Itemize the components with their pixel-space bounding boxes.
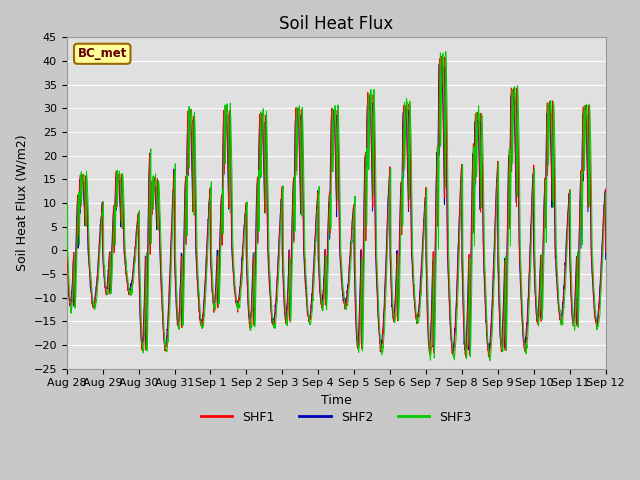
Line: SHF2: SHF2 <box>67 64 605 351</box>
SHF1 <box>63 244 70 250</box>
SHF1 <box>484 354 492 360</box>
SHF3 <box>213 283 221 288</box>
SHF3 <box>63 205 70 211</box>
Line: SHF3: SHF3 <box>67 51 605 360</box>
Y-axis label: Soil Heat Flux (W/m2): Soil Heat Flux (W/m2) <box>15 134 28 271</box>
SHF1 <box>602 250 609 256</box>
SHF1 <box>438 53 445 59</box>
SHF2 <box>486 348 493 354</box>
SHF3 <box>442 48 449 54</box>
SHF1 <box>493 173 501 179</box>
SHF2 <box>555 304 563 310</box>
SHF2 <box>352 314 360 320</box>
SHF3 <box>602 191 609 196</box>
SHF1 <box>213 264 221 270</box>
SHF2 <box>63 256 70 262</box>
SHF3 <box>555 287 563 293</box>
Line: SHF1: SHF1 <box>67 56 605 357</box>
SHF1 <box>570 322 577 327</box>
SHF3 <box>364 168 371 173</box>
SHF3 <box>352 268 360 274</box>
SHF2 <box>213 256 221 262</box>
X-axis label: Time: Time <box>321 394 351 407</box>
SHF2 <box>435 61 443 67</box>
SHF2 <box>493 173 501 179</box>
SHF1 <box>364 105 371 111</box>
SHF3 <box>493 189 501 194</box>
SHF2 <box>364 102 371 108</box>
SHF3 <box>486 358 493 363</box>
Title: Soil Heat Flux: Soil Heat Flux <box>279 15 394 33</box>
SHF1 <box>352 303 360 309</box>
SHF2 <box>602 257 609 263</box>
SHF3 <box>570 322 577 328</box>
SHF2 <box>570 320 577 326</box>
SHF1 <box>555 301 563 307</box>
Legend: SHF1, SHF2, SHF3: SHF1, SHF2, SHF3 <box>196 406 477 429</box>
Text: BC_met: BC_met <box>77 47 127 60</box>
